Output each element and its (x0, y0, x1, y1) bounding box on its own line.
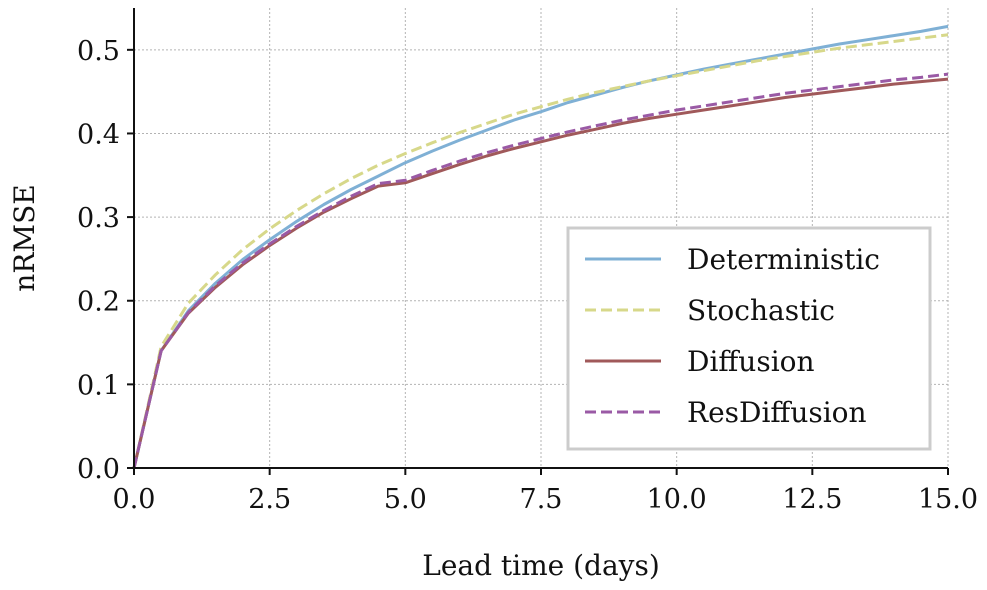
series-layer (132, 24, 949, 469)
series-line-deterministic (132, 24, 949, 469)
y-tick-label: 0.0 (77, 454, 120, 485)
x-tick-label: 12.5 (782, 484, 842, 515)
x-axis-title: Lead time (days) (422, 549, 660, 582)
x-tick-label: 0.0 (113, 484, 156, 515)
x-tick-label: 5.0 (384, 484, 427, 515)
x-tick-label: 7.5 (520, 484, 563, 515)
x-tick-label: 15.0 (918, 484, 978, 515)
grid (134, 8, 949, 468)
y-tick-label: 0.1 (77, 370, 120, 401)
legend: Deterministic Stochastic Diffusion ResDiffu… (566, 226, 932, 451)
legend-label-resdiffusion: ResDiffusion (687, 396, 867, 429)
y-tick-label: 0.3 (77, 203, 120, 234)
y-tick-label: 0.4 (77, 119, 120, 150)
x-tick-label: 10.0 (647, 484, 707, 515)
legend-label-stochastic: Stochastic (687, 294, 835, 327)
series-line-stochastic (132, 33, 949, 469)
y-tick-label: 0.2 (77, 287, 120, 318)
y-tick-label: 0.5 (77, 36, 120, 67)
y-axis-title: nRMSE (8, 184, 41, 291)
x-tick-label: 2.5 (248, 484, 291, 515)
ticks: 0.0 2.5 5.0 7.5 10.0 12.5 15.0 0.0 0.1 0.2 0.3 0.4 0… (77, 36, 978, 515)
legend-label-diffusion: Diffusion (687, 345, 815, 378)
series-line-resdiffusion (132, 72, 949, 469)
legend-box (566, 226, 932, 451)
legend-label-deterministic: Deterministic (687, 243, 880, 276)
